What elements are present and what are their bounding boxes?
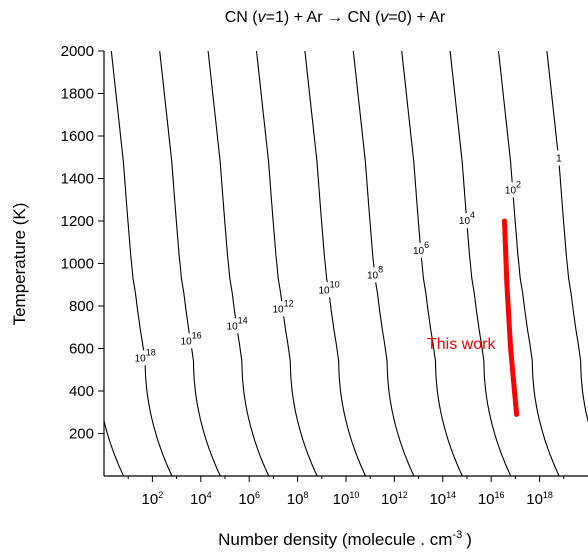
- contour-label: 1012: [273, 298, 294, 315]
- contour-line: [497, 51, 560, 476]
- contour-label: 108: [367, 264, 383, 281]
- x-axis-title: Number density (molecule . cm-3): [218, 529, 472, 549]
- contour-line: [449, 51, 512, 476]
- x-tick-label: 1014: [429, 490, 456, 508]
- contour-line: [207, 51, 270, 476]
- contour-labels: 1 102 104 106 108 1010 1012 1014 1016 1018: [133, 150, 564, 366]
- x-tick-label: 104: [190, 490, 212, 508]
- x-tick-label: 106: [238, 490, 260, 508]
- contour-label-bg: [363, 267, 388, 283]
- contour-label-bg: [225, 318, 250, 334]
- this-work-series: This work: [427, 218, 520, 417]
- y-tick-label: 1400: [61, 171, 94, 188]
- contour-label: 1016: [181, 330, 202, 347]
- x-tick-label: 1016: [478, 490, 505, 508]
- contour-label-bg: [553, 150, 564, 166]
- contour-label-bg: [179, 333, 204, 349]
- x-tick-label: 1018: [526, 490, 553, 508]
- this-work-label: This work: [427, 336, 496, 353]
- y-tick-label: 2000: [61, 43, 94, 60]
- contour-lines: [104, 51, 588, 476]
- y-tick-label: 1600: [61, 128, 94, 145]
- contour-label-bg: [455, 213, 479, 229]
- contour-label: 102: [505, 179, 521, 196]
- contour-label-bg: [317, 282, 342, 298]
- y-tick-label: 1800: [61, 86, 94, 103]
- y-tick-label: 1000: [61, 256, 94, 273]
- contour-line: [255, 51, 318, 476]
- contour-line: [110, 51, 173, 476]
- contour-line: [401, 51, 463, 476]
- contour-label: 1018: [135, 347, 156, 364]
- contour-label: 1014: [227, 315, 248, 332]
- contour-line: [304, 51, 366, 476]
- contour-label-bg: [271, 301, 296, 317]
- contour-label-bg: [133, 350, 158, 366]
- contour-label: 104: [459, 210, 475, 227]
- this-work-line: [502, 218, 520, 417]
- contour-label-bg: [500, 182, 525, 198]
- contour-label: 1: [556, 154, 562, 165]
- y-tick-label: 800: [69, 298, 94, 315]
- contour-line: [546, 51, 588, 424]
- y-axis-title: Temperature (K): [10, 203, 29, 326]
- y-tick-label: 1200: [61, 213, 94, 230]
- x-tick-label: 1012: [381, 490, 408, 508]
- y-tick-label: 600: [69, 341, 94, 358]
- y-ticks: 200 400 600 800 1000 1200 1400 1600 1800 2000: [61, 43, 104, 443]
- contour-label: 1010: [318, 279, 339, 296]
- y-tick-label: 400: [69, 383, 94, 400]
- contour-line: [159, 51, 221, 476]
- x-ticks: 102 104 106 108 1010 1012 1014 1016 1018: [127, 476, 565, 508]
- y-tick-label: 200: [69, 426, 94, 443]
- contour-label: 106: [413, 240, 429, 257]
- chart-title: CN (v=1) + Ar → CN (v=0) + Ar: [225, 9, 446, 26]
- contour-line: [352, 51, 415, 476]
- x-tick-label: 1010: [333, 490, 360, 508]
- x-tick-label: 108: [287, 490, 309, 508]
- contour-label-bg: [409, 242, 434, 258]
- x-tick-label: 102: [142, 490, 164, 508]
